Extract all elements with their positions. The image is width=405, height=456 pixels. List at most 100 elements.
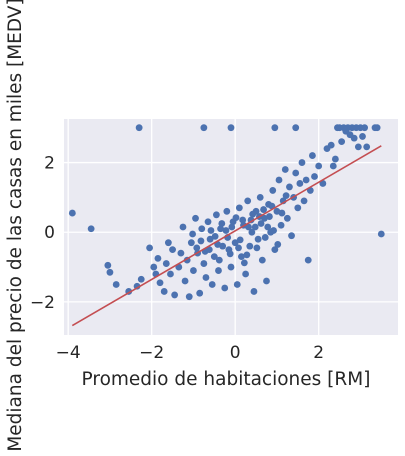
- data-point: [309, 152, 316, 159]
- data-point: [266, 213, 273, 220]
- data-point: [354, 143, 362, 151]
- data-point: [292, 124, 300, 132]
- data-point: [269, 187, 277, 194]
- data-point: [271, 246, 279, 254]
- data-point: [190, 267, 197, 274]
- data-point: [202, 274, 210, 281]
- data-point: [236, 236, 244, 244]
- data-point: [222, 227, 230, 234]
- data-point: [292, 169, 300, 177]
- x-tick-label: 0: [230, 343, 241, 363]
- data-point: [169, 246, 176, 254]
- data-point: [253, 244, 261, 252]
- data-point: [296, 180, 304, 187]
- data-point: [179, 223, 187, 231]
- data-point: [212, 211, 220, 219]
- data-point: [260, 206, 267, 213]
- data-point: [271, 124, 279, 132]
- data-point: [206, 235, 214, 243]
- data-point: [277, 221, 285, 229]
- data-point: [177, 249, 185, 257]
- data-point: [239, 216, 247, 224]
- data-point: [302, 176, 310, 184]
- data-point: [133, 282, 141, 290]
- data-point: [304, 256, 312, 264]
- data-point: [264, 223, 272, 231]
- y-tick-label: 2: [44, 154, 55, 174]
- data-point: [338, 138, 346, 146]
- data-point: [254, 235, 262, 243]
- data-point: [187, 239, 195, 247]
- data-point: [250, 288, 258, 295]
- data-point: [150, 263, 158, 271]
- data-point: [294, 204, 302, 212]
- regression-line: [71, 145, 382, 327]
- data-point: [68, 209, 76, 217]
- data-point: [327, 141, 335, 149]
- data-point: [211, 233, 219, 240]
- y-tick-label: −2: [30, 293, 55, 313]
- data-point: [160, 288, 168, 295]
- x-axis-label: Promedio de habitaciones [RM]: [82, 369, 371, 390]
- data-point: [227, 263, 235, 271]
- data-point: [196, 289, 204, 297]
- data-point: [156, 279, 164, 287]
- data-point: [164, 239, 172, 247]
- data-point: [87, 225, 95, 233]
- x-tick-label: −4: [56, 343, 81, 363]
- data-point: [245, 223, 252, 231]
- data-point: [288, 232, 295, 240]
- data-point: [232, 214, 240, 221]
- data-point: [282, 192, 290, 200]
- data-point: [270, 227, 277, 234]
- data-point: [350, 134, 358, 142]
- data-point: [154, 254, 162, 262]
- data-point: [249, 210, 257, 218]
- data-point: [106, 268, 114, 276]
- data-point: [146, 244, 153, 252]
- data-point: [238, 253, 245, 261]
- data-point: [181, 277, 189, 285]
- data-point: [246, 242, 254, 250]
- data-point: [244, 197, 252, 205]
- data-point: [263, 277, 270, 285]
- data-point: [258, 256, 266, 264]
- data-point: [240, 259, 248, 267]
- data-point: [171, 291, 179, 299]
- data-point: [221, 284, 229, 292]
- data-point: [192, 214, 199, 222]
- data-point: [189, 230, 196, 238]
- data-point: [281, 166, 289, 173]
- data-point: [135, 124, 143, 132]
- data-point: [227, 124, 235, 132]
- data-point: [359, 133, 366, 140]
- data-point: [197, 237, 205, 245]
- y-tick-labels: −2 0 2: [30, 154, 55, 313]
- data-point: [334, 124, 341, 132]
- data-point: [218, 220, 226, 227]
- data-point: [261, 234, 269, 241]
- data-point: [226, 250, 234, 258]
- data-point: [298, 159, 306, 166]
- data-point: [315, 162, 323, 170]
- data-point: [235, 244, 242, 252]
- data-point: [228, 223, 236, 231]
- data-point: [283, 214, 291, 222]
- data-point: [377, 230, 385, 238]
- data-point: [210, 253, 218, 261]
- data-point: [208, 281, 216, 288]
- data-point: [363, 143, 371, 151]
- data-point: [300, 197, 308, 205]
- data-point: [200, 260, 208, 267]
- data-point: [248, 228, 256, 236]
- data-point: [256, 193, 264, 201]
- data-point: [373, 124, 381, 132]
- data-point: [233, 281, 241, 288]
- data-point: [311, 173, 318, 180]
- x-tick-labels: −4 −2 0 2: [56, 343, 324, 363]
- data-point: [235, 204, 243, 212]
- data-point: [257, 220, 265, 227]
- data-point: [207, 227, 215, 234]
- data-point: [185, 293, 193, 301]
